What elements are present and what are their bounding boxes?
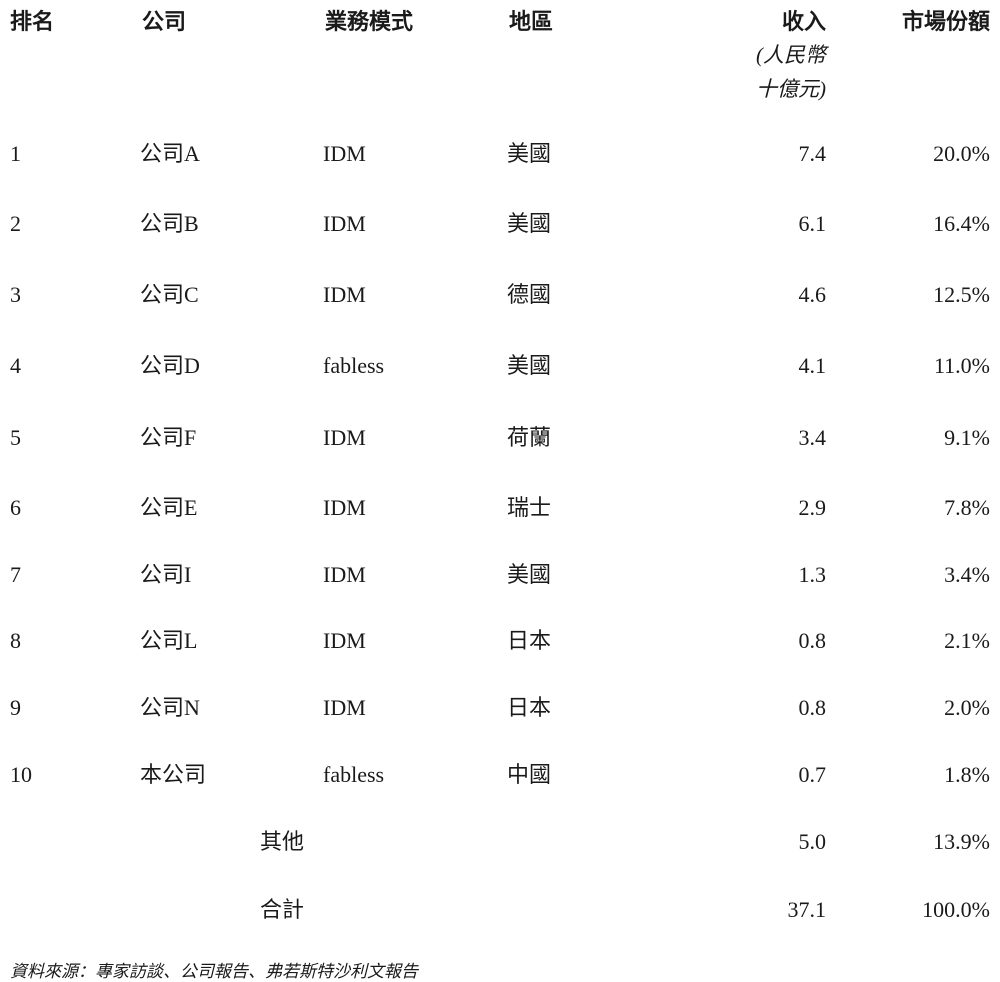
header-revenue: 收入 [781,10,826,35]
market-share-cell: 2.0% [944,695,990,720]
header-revenue-unit-1: (人民幣 [756,43,826,67]
region-cell: 美國 [507,211,552,236]
header-market-share: 市場份額 [901,10,990,35]
region-cell: 德國 [507,282,552,307]
rank-cell: 6 [10,495,21,520]
market-share-cell: 9.1% [944,425,990,450]
summary-label: 合計 [260,897,305,922]
business-model-cell: IDM [323,628,366,653]
revenue-cell: 3.4 [798,425,827,450]
market-share-cell: 2.1% [944,628,990,653]
company-cell: 公司C [140,282,199,307]
company-cell: 公司A [140,141,200,166]
market-share-cell: 100.0% [922,897,990,922]
business-model-cell: IDM [323,695,366,720]
revenue-cell: 37.1 [787,897,827,922]
revenue-cell: 6.1 [798,211,827,236]
rank-cell: 4 [10,353,21,378]
revenue-cell: 7.4 [798,141,827,166]
rank-cell: 1 [10,141,21,166]
rank-cell: 3 [10,282,21,307]
revenue-cell: 0.7 [798,762,827,787]
header-rank: 排名 [10,10,55,35]
business-model-cell: IDM [323,562,366,587]
region-cell: 荷蘭 [507,425,552,450]
company-cell: 公司E [140,495,198,520]
market-share-cell: 12.5% [933,282,990,307]
revenue-cell: 4.1 [798,353,827,378]
region-cell: 美國 [507,141,552,166]
company-cell: 公司I [140,562,192,587]
region-cell: 瑞士 [507,495,552,520]
company-cell: 本公司 [140,762,207,787]
company-cell: 公司N [140,695,200,720]
business-model-cell: IDM [323,141,366,166]
rank-cell: 9 [10,695,21,720]
summary-label: 其他 [260,829,305,854]
rank-cell: 2 [10,211,21,236]
header-region: 地區 [509,10,554,35]
business-model-cell: IDM [323,495,366,520]
region-cell: 美國 [507,353,552,378]
rank-cell: 10 [10,762,32,787]
revenue-cell: 4.6 [798,282,827,307]
revenue-cell: 5.0 [798,829,827,854]
business-model-cell: fabless [323,762,385,787]
revenue-cell: 0.8 [798,628,827,653]
header-revenue-unit-2: 十億元) [756,77,826,101]
header-business-model: 業務模式 [325,10,414,35]
market-share-cell: 7.8% [944,495,990,520]
revenue-cell: 2.9 [798,495,827,520]
header-company: 公司 [142,10,187,35]
market-share-cell: 16.4% [933,211,990,236]
region-cell: 日本 [507,628,552,653]
business-model-cell: IDM [323,211,366,236]
market-share-cell: 13.9% [933,829,990,854]
source-note: 資料來源：專家訪談、公司報告、弗若斯特沙利文報告 [10,962,418,981]
rank-cell: 7 [10,562,21,587]
company-cell: 公司F [140,425,197,450]
rank-cell: 8 [10,628,21,653]
business-model-cell: IDM [323,425,366,450]
business-model-cell: fabless [323,353,385,378]
region-cell: 美國 [507,562,552,587]
revenue-cell: 1.3 [798,562,827,587]
market-share-cell: 11.0% [933,353,990,378]
company-cell: 公司L [140,628,198,653]
business-model-cell: IDM [323,282,366,307]
market-share-cell: 3.4% [944,562,990,587]
company-cell: 公司B [140,211,199,236]
region-cell: 日本 [507,695,552,720]
market-share-cell: 1.8% [944,762,990,787]
revenue-cell: 0.8 [798,695,827,720]
region-cell: 中國 [507,762,552,787]
market-share-cell: 20.0% [933,141,990,166]
company-cell: 公司D [140,353,200,378]
rank-cell: 5 [10,425,21,450]
